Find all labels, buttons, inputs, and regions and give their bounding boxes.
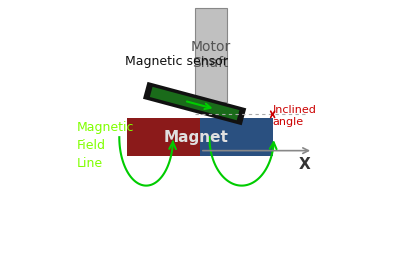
Bar: [127, 118, 200, 156]
Text: Inclined
angle: Inclined angle: [273, 105, 316, 126]
Polygon shape: [143, 82, 246, 125]
Text: X: X: [299, 157, 311, 172]
Text: Magnetic sensor: Magnetic sensor: [125, 55, 228, 68]
Text: Magnetic
Field
Line: Magnetic Field Line: [76, 121, 134, 170]
Text: Motor
Shaft: Motor Shaft: [191, 40, 231, 70]
FancyBboxPatch shape: [195, 8, 227, 102]
Polygon shape: [150, 87, 240, 120]
Bar: [200, 118, 273, 156]
Text: Magnet: Magnet: [164, 130, 228, 145]
